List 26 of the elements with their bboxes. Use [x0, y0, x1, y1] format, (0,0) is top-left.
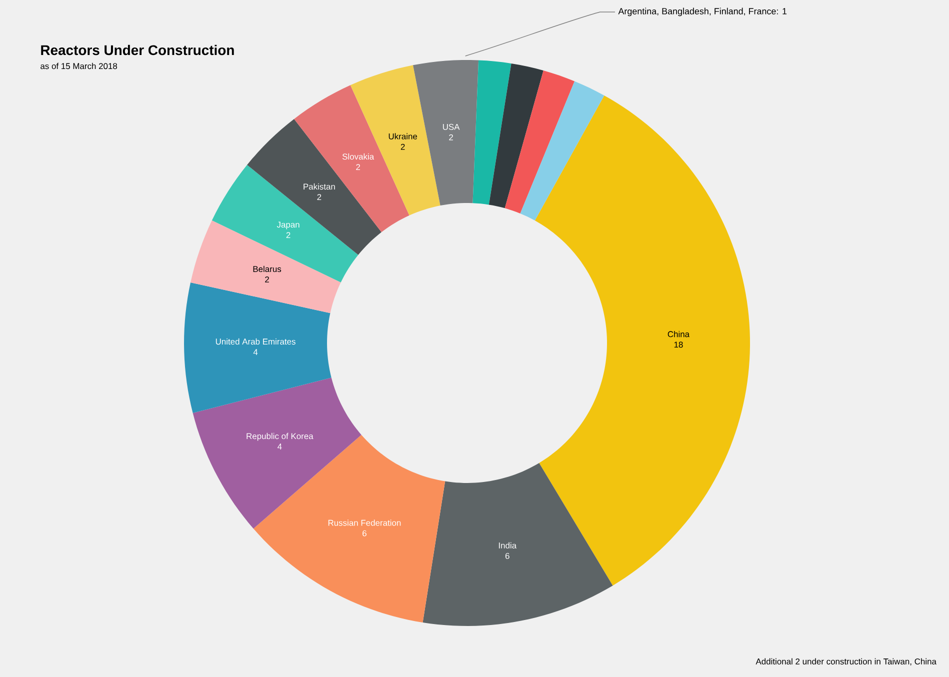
data-label: 2 — [449, 134, 453, 140]
chart-title: Reactors Under Construction — [41, 44, 234, 56]
data-label: 2 — [265, 276, 269, 282]
text: Argentina, Bangladesh, Finland, France: 1 — [618, 8, 787, 16]
slice-label: United Arab Emirates — [216, 338, 296, 345]
slice-label: Russian Federation — [328, 520, 401, 526]
slice-label: Republic of Korea — [246, 432, 314, 441]
data-label: 2 — [286, 232, 290, 238]
data-label: 2 — [356, 164, 360, 170]
data-label: 4 — [278, 444, 282, 450]
data-label: 18 — [674, 342, 683, 348]
data-label: 6 — [505, 552, 510, 559]
text: as of 15 March 2018 — [40, 62, 118, 70]
slice-label: India — [498, 542, 517, 548]
data-label: 6 — [362, 530, 366, 536]
slice-label: Pakistan — [304, 183, 335, 190]
slice-label: Japan — [276, 222, 300, 230]
slice-label: Ukraine — [388, 133, 418, 140]
data-label: 2 — [400, 144, 405, 150]
slice-label: China — [668, 330, 690, 338]
data-label: 4 — [253, 349, 258, 355]
data-label: 2 — [317, 194, 322, 200]
slice-label: Slovakia — [342, 153, 374, 160]
slice-label: USA — [442, 124, 460, 130]
text: Additional 2 under construction in Taiwan, China — [756, 658, 936, 666]
slice-label: Belarus — [253, 266, 282, 272]
